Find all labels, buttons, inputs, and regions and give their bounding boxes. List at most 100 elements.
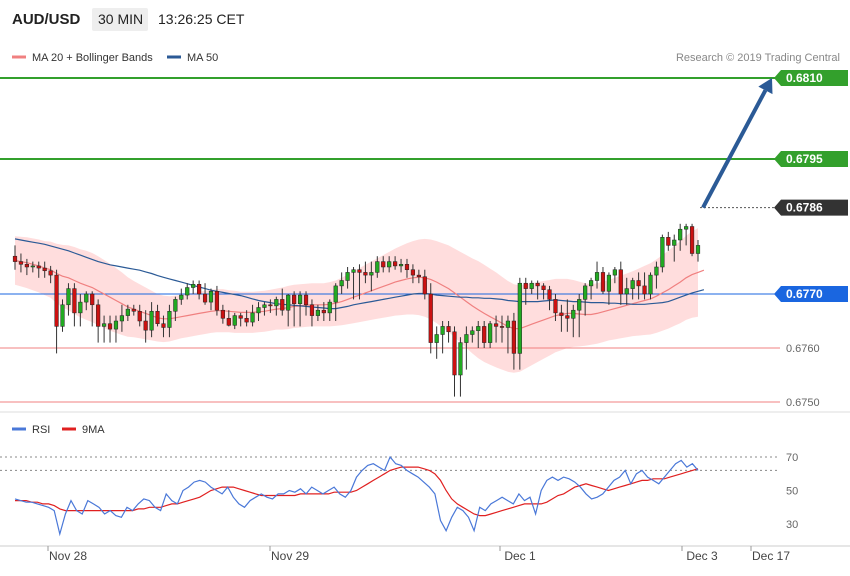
support-label-1: 0.6760 bbox=[786, 343, 820, 355]
candle bbox=[90, 291, 95, 327]
candle bbox=[600, 267, 606, 294]
candle bbox=[393, 256, 398, 270]
candle-body bbox=[458, 342, 463, 376]
candle bbox=[553, 294, 558, 321]
candle bbox=[297, 291, 303, 327]
candle-body bbox=[482, 326, 487, 343]
candle bbox=[446, 321, 451, 343]
candle bbox=[398, 258, 404, 273]
ma50-tag-bg bbox=[774, 286, 848, 302]
candle bbox=[517, 277, 522, 370]
candle bbox=[232, 312, 237, 330]
candle bbox=[476, 321, 481, 348]
candle-body bbox=[309, 304, 315, 316]
candle bbox=[303, 291, 309, 316]
candle bbox=[226, 310, 231, 327]
candle bbox=[268, 299, 273, 313]
target-arrow-shaft bbox=[701, 89, 768, 209]
candle bbox=[143, 310, 148, 343]
candle-body bbox=[470, 330, 475, 335]
candle bbox=[286, 294, 291, 327]
candle-body bbox=[678, 228, 683, 241]
candle bbox=[149, 302, 154, 338]
candle-body bbox=[606, 274, 612, 292]
candle bbox=[541, 283, 546, 300]
x-label: Dec 17 bbox=[752, 549, 790, 563]
candlesticks bbox=[12, 223, 701, 397]
candle-body bbox=[220, 309, 225, 319]
candle bbox=[262, 302, 267, 316]
candle-body bbox=[612, 269, 617, 276]
candle bbox=[274, 296, 279, 316]
candle-body bbox=[648, 274, 653, 295]
candle-body bbox=[618, 269, 623, 295]
candle-body bbox=[499, 326, 505, 328]
candle-body bbox=[167, 311, 172, 328]
candle-body bbox=[428, 293, 433, 343]
candle bbox=[672, 234, 677, 262]
candle-body bbox=[589, 280, 594, 287]
candle-body bbox=[666, 237, 671, 246]
candle-body bbox=[54, 274, 59, 327]
candle-body bbox=[523, 282, 528, 289]
candle bbox=[202, 283, 208, 305]
candle-body bbox=[636, 280, 641, 287]
candle-body bbox=[101, 323, 107, 327]
candle bbox=[357, 264, 362, 300]
candle-body bbox=[476, 326, 481, 331]
price-tags: 0.6810 0.6795 0.6786 0.6770 0.6760 0.6750 bbox=[774, 70, 848, 409]
candle bbox=[131, 304, 136, 316]
candle-body bbox=[42, 267, 47, 272]
candle bbox=[583, 283, 588, 316]
candle-body bbox=[36, 265, 41, 269]
candle-body bbox=[333, 285, 338, 303]
candle-body bbox=[375, 261, 380, 273]
candle bbox=[493, 315, 499, 343]
candle bbox=[624, 277, 629, 305]
candle bbox=[119, 304, 124, 332]
candle bbox=[565, 299, 570, 332]
candle-body bbox=[125, 308, 130, 316]
timeframe-box[interactable] bbox=[92, 8, 148, 31]
candle-body bbox=[351, 269, 356, 273]
candle bbox=[84, 291, 89, 311]
candle bbox=[333, 283, 338, 321]
timeframe-label: 30 MIN bbox=[98, 11, 143, 27]
candle-body bbox=[452, 331, 457, 376]
candle-body bbox=[60, 304, 65, 327]
candle-body bbox=[292, 294, 297, 304]
candle bbox=[66, 283, 71, 316]
candle-body bbox=[422, 276, 427, 295]
candle-body bbox=[446, 326, 451, 333]
candle-body bbox=[238, 315, 243, 319]
candle-body bbox=[583, 285, 588, 300]
candle-body bbox=[96, 304, 101, 327]
candle-body bbox=[339, 280, 344, 287]
candle-body bbox=[684, 226, 689, 230]
candle bbox=[618, 261, 623, 305]
candle bbox=[470, 326, 475, 343]
candle bbox=[369, 261, 374, 292]
candle-body bbox=[381, 261, 386, 268]
candle-body bbox=[357, 269, 362, 273]
candle bbox=[48, 265, 53, 284]
rsi-ma-line bbox=[15, 466, 699, 517]
candle bbox=[214, 285, 220, 316]
candle bbox=[155, 304, 160, 327]
candle-body bbox=[107, 323, 113, 330]
x-label: Nov 28 bbox=[49, 549, 87, 563]
candle-body bbox=[672, 239, 677, 246]
support-label-2: 0.6750 bbox=[786, 397, 820, 409]
candle-body bbox=[511, 320, 516, 354]
time-label: 13:26:25 CET bbox=[158, 11, 245, 27]
candle-body bbox=[12, 255, 18, 262]
candle bbox=[24, 258, 29, 276]
candle-body bbox=[541, 285, 546, 290]
candle-body bbox=[529, 282, 534, 289]
candle-body bbox=[66, 288, 71, 306]
candle bbox=[36, 261, 41, 278]
candle-body bbox=[244, 318, 249, 323]
candle bbox=[321, 302, 326, 321]
ma50-tag-text: 0.6770 bbox=[786, 287, 823, 301]
candle bbox=[250, 304, 255, 327]
